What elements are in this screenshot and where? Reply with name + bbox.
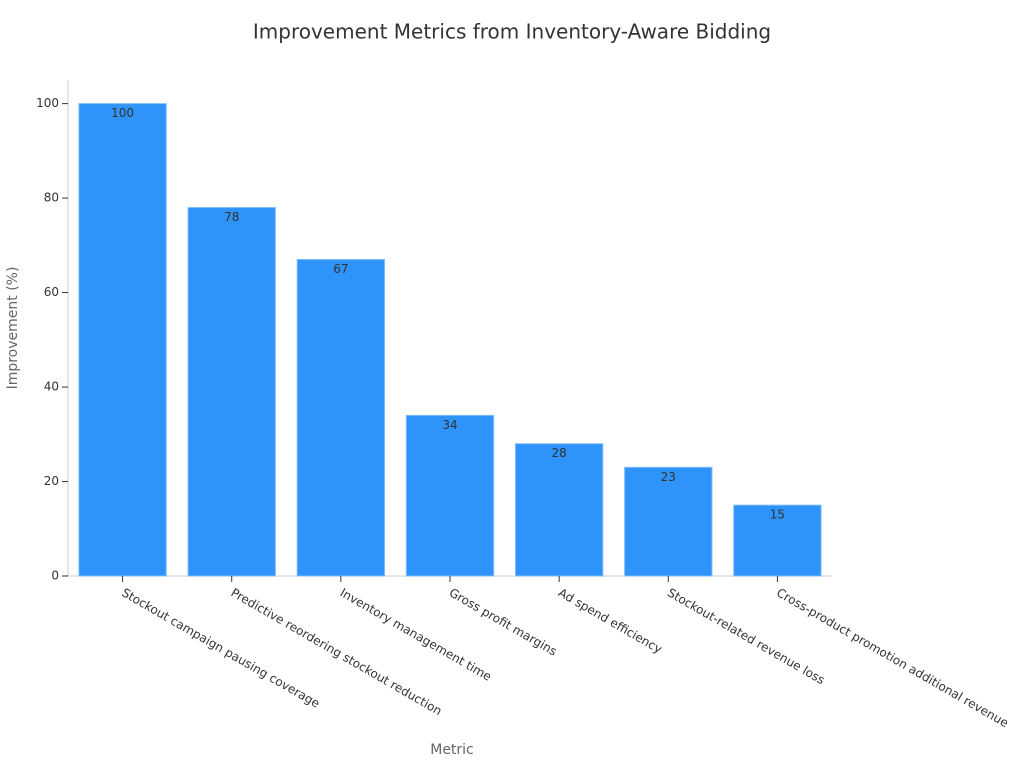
bar	[296, 259, 386, 577]
value-label: 34	[442, 418, 457, 432]
chart-title: Improvement Metrics from Inventory-Aware…	[253, 20, 771, 44]
y-tick-label: 60	[44, 285, 59, 299]
bar	[624, 466, 713, 577]
y-tick-label: 100	[36, 96, 59, 110]
y-tick-label: 0	[51, 569, 59, 583]
bar	[187, 207, 276, 577]
x-tick-label: Stockout campaign pausing coverage	[119, 586, 322, 711]
y-tick-label: 20	[44, 474, 59, 488]
value-label: 67	[333, 262, 348, 276]
value-label: 78	[224, 210, 239, 224]
value-label: 15	[770, 508, 785, 522]
bar	[514, 443, 604, 577]
y-axis-label: Improvement (%)	[5, 267, 21, 390]
x-tick-label: Cross-product promotion additional reven…	[774, 586, 1011, 731]
y-tick-label: 80	[44, 191, 59, 205]
x-tick-label: Gross profit margins	[447, 586, 560, 659]
y-tick-label: 40	[44, 380, 59, 394]
x-tick-label: Ad spend efficiency	[556, 586, 665, 657]
bar	[733, 504, 822, 577]
bar	[78, 103, 167, 577]
value-label: 23	[661, 470, 676, 484]
value-label: 100	[111, 106, 134, 120]
x-axis-label: Metric	[430, 742, 474, 758]
value-label: 28	[552, 446, 567, 460]
x-tick-label: Predictive reordering stockout reduction	[228, 586, 444, 719]
bar	[405, 414, 495, 577]
